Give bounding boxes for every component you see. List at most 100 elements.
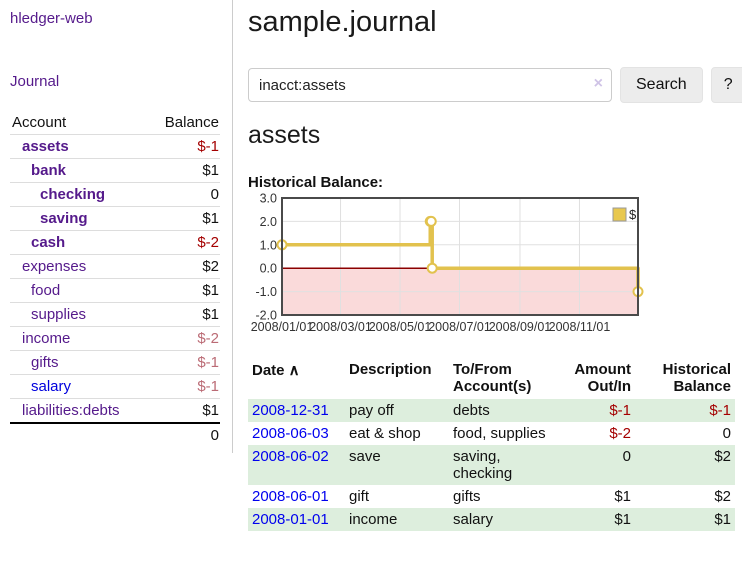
transaction-amount: $-1	[609, 402, 631, 419]
account-balance: $-2	[148, 230, 220, 255]
transaction-accounts: food, supplies	[453, 425, 546, 442]
account-row: checking 0	[10, 182, 220, 207]
register-row: 2008-01-01 income salary $1 $1	[248, 508, 735, 531]
account-balance: $1	[148, 206, 220, 231]
account-balance: $2	[148, 254, 220, 279]
x-tick-label: 2008/05/01	[369, 320, 432, 334]
y-tick-label: -2.0	[255, 309, 277, 323]
register-header-to-from-account-s-: To/From Account(s)	[453, 361, 532, 395]
search-input[interactable]	[248, 68, 612, 102]
account-balance: 0	[148, 182, 220, 207]
transaction-accounts: gifts	[453, 488, 481, 505]
legend-label: $	[629, 207, 637, 222]
sidebar: hledger-web Journal Account Balance asse…	[0, 0, 233, 453]
transaction-accounts: saving, checking	[453, 448, 513, 482]
search-bar: × Search ?	[248, 67, 742, 103]
journal-link[interactable]: Journal	[10, 73, 60, 90]
register-row: 2008-06-01 gift gifts $1 $2	[248, 485, 735, 508]
transaction-amount: 0	[622, 448, 631, 465]
account-link-supplies[interactable]: supplies	[31, 306, 87, 323]
register-body: 2008-12-31 pay off debts $-1 $-1 2008-06-03 ea…	[248, 399, 735, 531]
account-balance: $1	[148, 158, 220, 183]
transaction-date-link[interactable]: 2008-01-01	[252, 511, 329, 528]
account-balance: $1	[148, 278, 220, 303]
account-row: assets $-1	[10, 134, 220, 159]
account-link-expenses[interactable]: expenses	[22, 258, 87, 275]
account-row: saving $1	[10, 206, 220, 231]
y-tick-label: 3.0	[260, 192, 277, 206]
account-row: bank $1	[10, 158, 220, 183]
register-row: 2008-06-03 eat & shop food, supplies $-2 0	[248, 422, 735, 445]
account-link-income[interactable]: income	[22, 330, 71, 347]
account-balance: $-1	[148, 134, 220, 159]
transaction-accounts: debts	[453, 402, 490, 419]
journal-nav: Journal	[10, 73, 220, 91]
accounts-body: assets $-1 bank $1 checking 0 saving $1 cash $-2 e…	[10, 134, 220, 424]
register-header-date: Date ∧	[252, 362, 300, 379]
account-row: gifts $-1	[10, 350, 220, 375]
transaction-date-link[interactable]: 2008-06-01	[252, 488, 329, 505]
x-tick-label: 2008/03/01	[309, 320, 372, 334]
accounts-table: Account Balance assets $-1 bank $1 checking 0…	[10, 111, 220, 447]
transaction-date-link[interactable]: 2008-06-02	[252, 448, 329, 465]
y-tick-label: 2.0	[260, 215, 277, 229]
plot-border	[281, 197, 639, 316]
y-tick-label: 0.0	[260, 262, 277, 276]
account-link-bank[interactable]: bank	[31, 162, 67, 179]
x-tick-label: 2008/07/01	[428, 320, 491, 334]
transaction-date-link[interactable]: 2008-06-03	[252, 425, 329, 442]
transaction-amount: $1	[614, 488, 631, 505]
register-row: 2008-12-31 pay off debts $-1 $-1	[248, 399, 735, 422]
transaction-description: pay off	[349, 402, 394, 419]
account-link-assets[interactable]: assets	[22, 138, 69, 155]
accounts-header-account: Account	[10, 111, 149, 135]
page: hledger-web Journal Account Balance asse…	[0, 0, 742, 531]
app-title-link[interactable]: hledger-web	[10, 10, 93, 27]
accounts-total-value: 0	[148, 422, 220, 447]
register-header-historical-balance: Historical Balance	[662, 361, 731, 395]
account-balance: $-1	[148, 374, 220, 399]
account-link-food[interactable]: food	[31, 282, 61, 299]
account-row: liabilities:debts $1	[10, 398, 220, 424]
accounts-total-row: 0	[10, 422, 220, 447]
sort-ascending-icon: ∧	[284, 362, 300, 379]
y-tick-label: -1.0	[255, 285, 277, 299]
account-row: expenses $2	[10, 254, 220, 279]
account-balance: $-1	[148, 350, 220, 375]
account-row: income $-2	[10, 326, 220, 351]
accounts-header-row: Account Balance	[10, 111, 220, 135]
search-button[interactable]: Search	[620, 67, 703, 103]
register-header-amount-out-in: Amount Out/In	[574, 361, 631, 395]
account-balance: $1	[148, 398, 220, 424]
account-link-cash[interactable]: cash	[31, 234, 66, 251]
register-header-description: Description	[349, 361, 432, 378]
transaction-date-link[interactable]: 2008-12-31	[252, 402, 329, 419]
account-link-saving[interactable]: saving	[40, 210, 88, 227]
account-row: cash $-2	[10, 230, 220, 255]
x-tick-label: 2008/09/01	[489, 320, 552, 334]
accounts-total-spacer	[10, 422, 149, 447]
chart-svg: $3.0 2.0 1.0 0.0 -1.0 -2.02008/01/012008/03/0…	[251, 192, 644, 334]
legend-swatch	[612, 207, 627, 222]
register-table: Date ∧ Description To/From Account(s) Amoun…	[248, 359, 735, 531]
account-link-checking[interactable]: checking	[40, 186, 106, 203]
account-row: salary $-1	[10, 374, 220, 399]
account-link-salary[interactable]: salary	[31, 378, 72, 395]
transaction-description: income	[349, 511, 398, 528]
transaction-balance: $2	[714, 488, 731, 505]
transaction-amount: $-2	[609, 425, 631, 442]
account-heading: assets	[248, 121, 321, 149]
app-title: hledger-web	[10, 10, 220, 28]
transaction-balance: 0	[722, 425, 731, 442]
account-link-gifts[interactable]: gifts	[31, 354, 59, 371]
transaction-balance: $2	[714, 448, 731, 465]
account-link-liabilities-debts[interactable]: liabilities:debts	[22, 402, 120, 419]
help-button[interactable]: ?	[710, 67, 742, 103]
accounts-header-balance: Balance	[148, 111, 220, 135]
chart-title: Historical Balance:	[248, 174, 384, 191]
main-content: sample.journal × Search ? assets Histori…	[233, 0, 742, 531]
clear-search-icon[interactable]: ×	[593, 75, 603, 92]
transaction-description: eat & shop	[349, 425, 421, 442]
search-wrap: ×	[248, 68, 612, 102]
historical-balance-chart: $3.0 2.0 1.0 0.0 -1.0 -2.0 2008/01/01 2008/03/0…	[248, 192, 742, 339]
